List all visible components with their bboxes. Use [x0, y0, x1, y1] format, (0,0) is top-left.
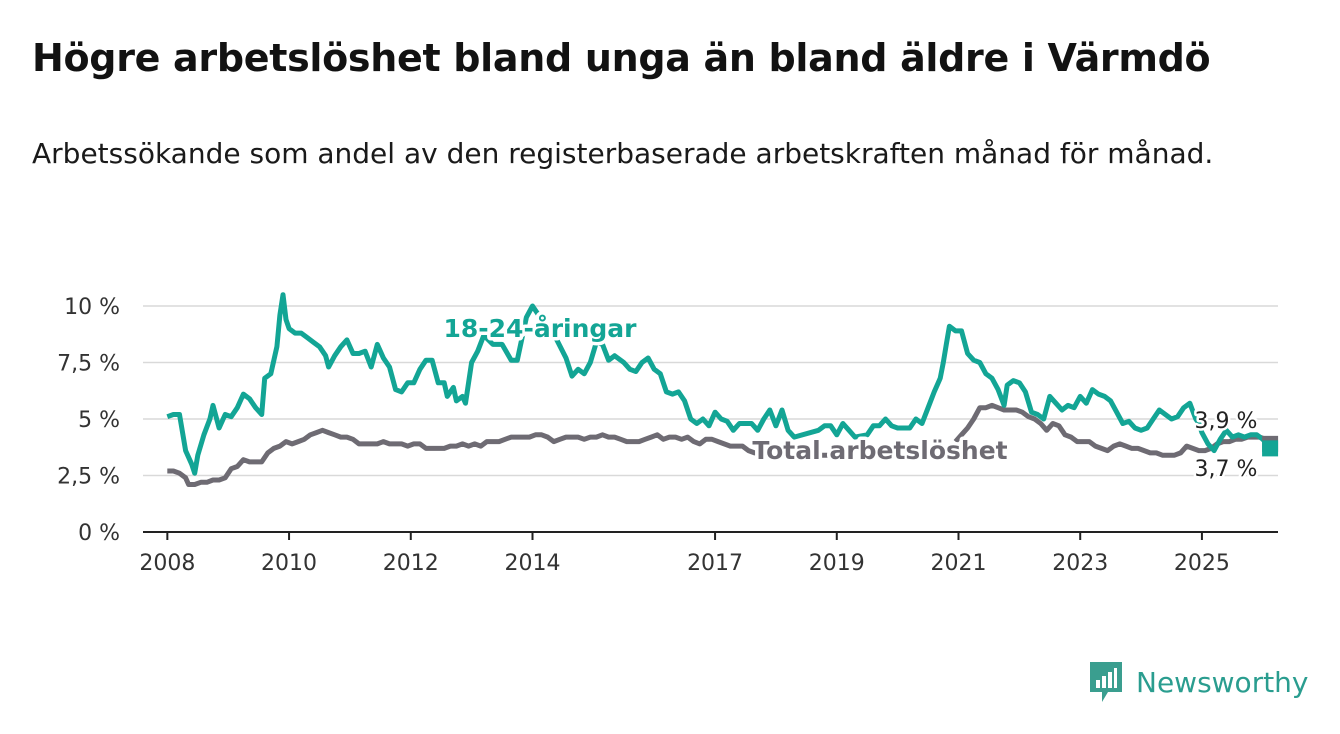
x-tick-label: 2014 [504, 551, 560, 576]
brand-name: Newsworthy [1136, 665, 1309, 699]
x-tick-label: 2010 [261, 551, 317, 576]
x-tick-label: 2008 [139, 551, 195, 576]
end-value-label-total: 3,9 % [1195, 409, 1258, 434]
series-line-youth [166, 292, 1273, 476]
x-tick-label: 2023 [1052, 551, 1108, 576]
y-tick-label: 0 % [78, 521, 120, 546]
chart-title: Högre arbetslöshet bland unga än bland ä… [32, 36, 1211, 80]
x-tick-label: 2017 [687, 551, 743, 576]
y-tick-label: 2,5 % [57, 465, 120, 490]
series-line-total [167, 427, 834, 487]
end-value-label-youth: 3,7 % [1195, 457, 1258, 482]
x-tick-label: 2021 [930, 551, 986, 576]
chart-subtitle: Arbetssökande som andel av den registerb… [32, 137, 1214, 170]
y-tick-label: 7,5 % [57, 352, 120, 377]
newsworthy-logo-icon [1090, 662, 1122, 702]
brand-logo: Newsworthy [1088, 660, 1309, 704]
x-tick-label: 2012 [383, 551, 439, 576]
y-tick-label: 10 % [64, 295, 120, 320]
series-label-youth: 18-24-åringar [444, 314, 638, 343]
x-tick-label: 2025 [1174, 551, 1230, 576]
series-label-total: Total arbetslöshet [752, 436, 1007, 465]
y-tick-label: 5 % [78, 408, 120, 433]
end-marker-youth [1262, 440, 1279, 457]
x-tick-label: 2019 [809, 551, 865, 576]
